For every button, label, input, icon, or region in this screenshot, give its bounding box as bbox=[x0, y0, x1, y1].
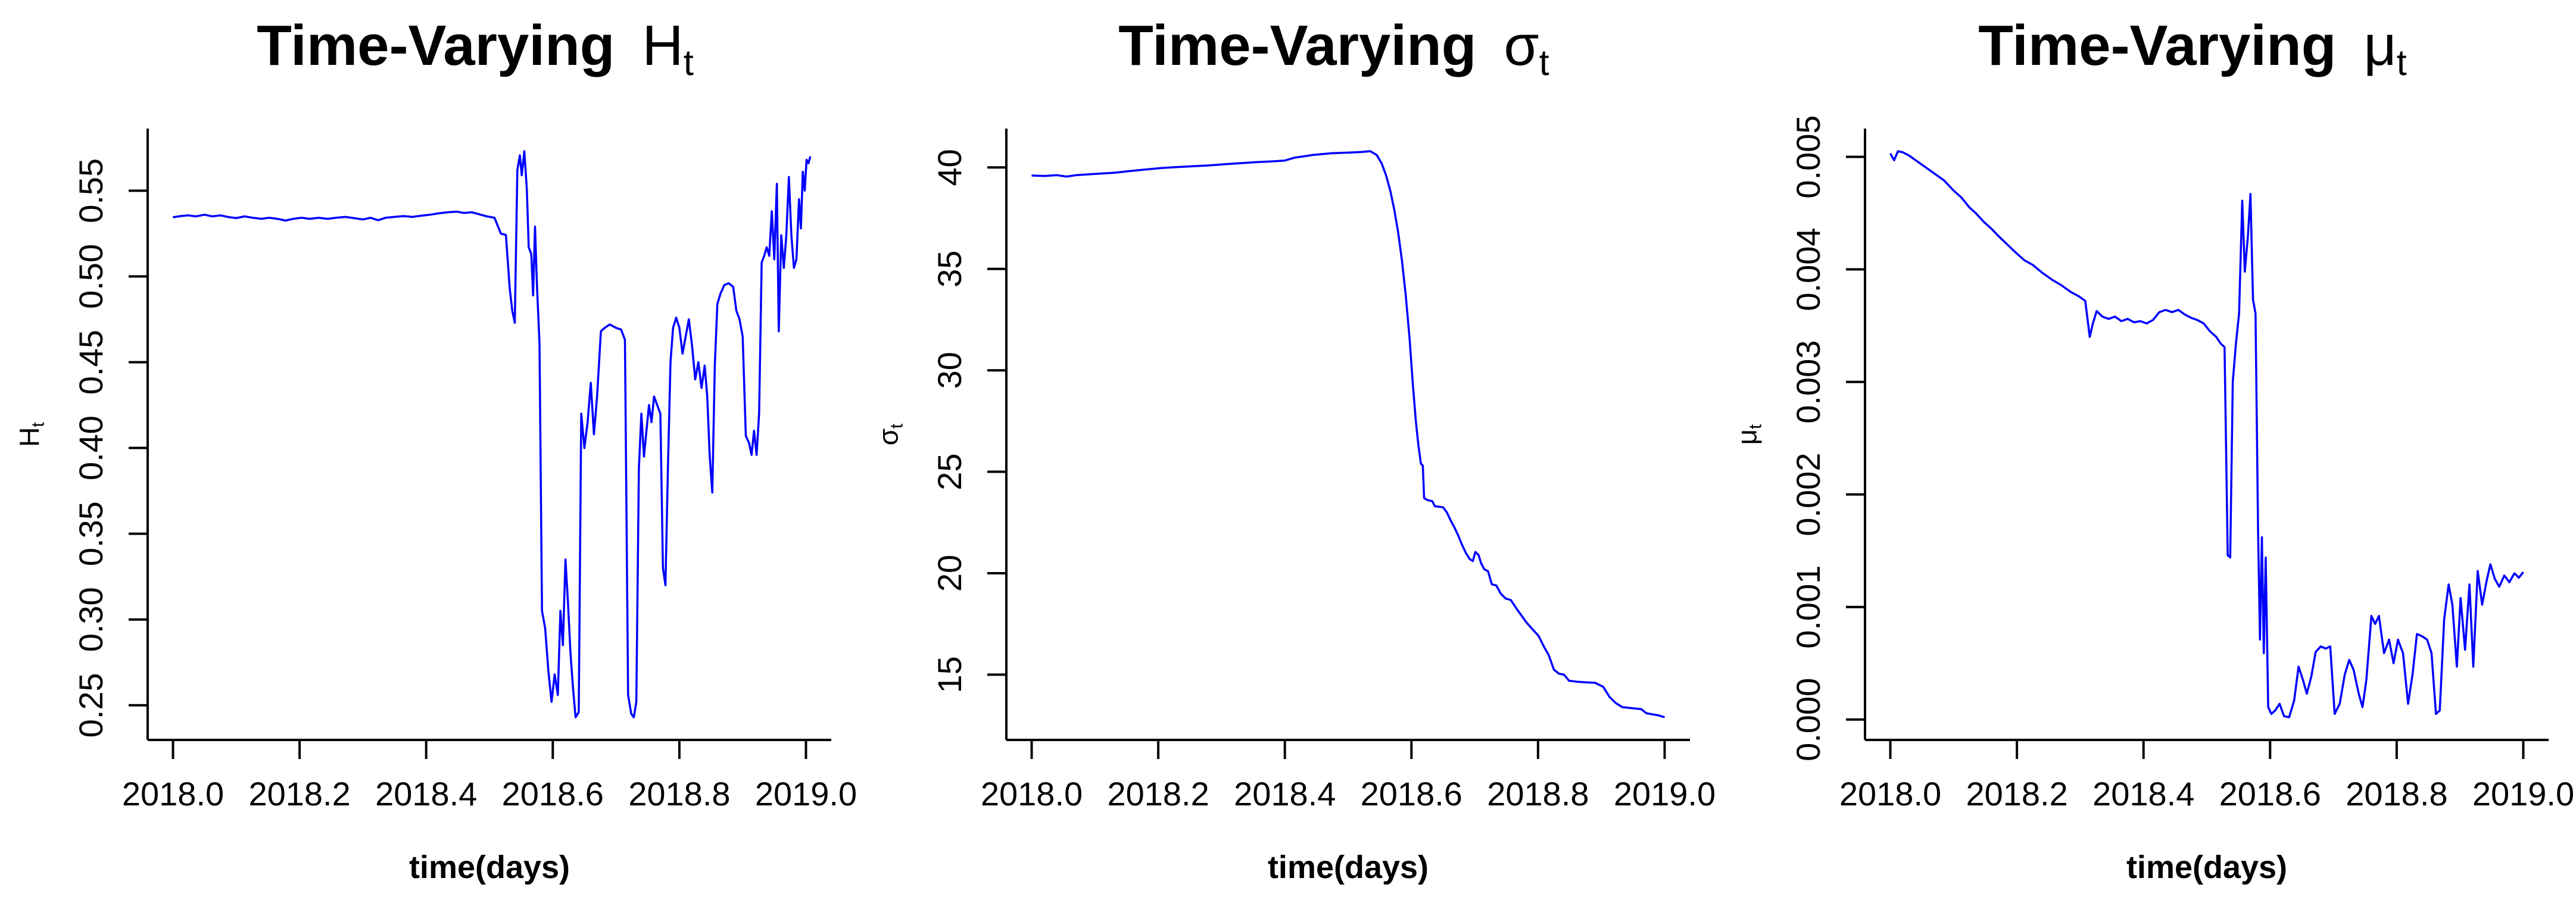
y-tick-label: 35 bbox=[931, 251, 968, 288]
y-tick-label: 0.000 bbox=[1789, 678, 1827, 761]
panel-time-varying-sigma: Time-Varying σt 2018.0 2018.2 2018.4 2018.6 2… bbox=[859, 0, 1717, 906]
panel-time-varying-mu: Time-Varying μt 2018.0 2018.2 2018.4 2018.6 2… bbox=[1717, 0, 2576, 906]
y-tick-label: 0.35 bbox=[72, 501, 110, 566]
y-tick-label: 0.50 bbox=[72, 244, 110, 309]
y-axis-label: σt bbox=[872, 424, 907, 446]
y-axis-label: μt bbox=[1730, 424, 1766, 445]
series-line bbox=[1031, 150, 1666, 718]
x-tick-label: 2019.0 bbox=[2472, 775, 2574, 813]
y-tick-label: 0.30 bbox=[72, 587, 110, 652]
y-axis-label-subscript: t bbox=[887, 423, 907, 429]
x-tick-label: 2018.6 bbox=[502, 775, 604, 813]
y-axis-label-subscript: t bbox=[1745, 424, 1766, 429]
chart-title-symbol: σ bbox=[1504, 14, 1539, 77]
x-tick-label: 2018.4 bbox=[1234, 775, 1336, 813]
y-axis-label-symbol: H bbox=[14, 427, 45, 447]
chart-title-symbol: H bbox=[642, 14, 684, 77]
y-axis-label-symbol: μ bbox=[1731, 429, 1763, 445]
x-tick-label: 2018.2 bbox=[248, 775, 350, 813]
x-tick-label: 2018.0 bbox=[981, 775, 1083, 813]
y-tick-label: 0.001 bbox=[1789, 566, 1827, 649]
chart-title-text: Time-Varying bbox=[1118, 14, 1477, 77]
x-tick-label: 2018.4 bbox=[375, 775, 477, 813]
y-tick-label: 0.45 bbox=[72, 330, 110, 395]
x-axis-label: time(days) bbox=[1267, 849, 1429, 885]
x-tick-label: 2018.8 bbox=[628, 775, 730, 813]
y-tick-label: 0.002 bbox=[1789, 453, 1827, 536]
x-tick-label: 2018.2 bbox=[1107, 775, 1209, 813]
y-tick-label: 25 bbox=[931, 453, 968, 490]
chart-svg-mu: 2018.0 2018.2 2018.4 2018.6 2018.8 2019.0 0.00… bbox=[1789, 115, 2574, 813]
y-tick-label: 0.003 bbox=[1789, 340, 1827, 424]
chart-svg-sigma: 2018.0 2018.2 2018.4 2018.6 2018.8 2019.0 15 20… bbox=[931, 129, 1716, 813]
chart-title: Time-Varying μt bbox=[1836, 14, 2549, 83]
y-tick-label: 0.55 bbox=[72, 158, 110, 223]
y-axis-label: Ht bbox=[13, 422, 48, 446]
chart-title: Time-Varying Ht bbox=[119, 14, 831, 83]
chart-title-text: Time-Varying bbox=[257, 14, 615, 77]
x-tick-label: 2018.0 bbox=[1839, 775, 1941, 813]
y-tick-label: 40 bbox=[931, 149, 968, 186]
x-tick-label: 2019.0 bbox=[1614, 775, 1716, 813]
chart-title: Time-Varying σt bbox=[978, 14, 1690, 83]
y-tick-label: 20 bbox=[931, 555, 968, 592]
chart-svg-ht: 2018.0 2018.2 2018.4 2018.6 2018.8 2019.0 0.25… bbox=[72, 129, 857, 813]
chart-title-subscript: t bbox=[2396, 42, 2407, 84]
y-tick-label: 0.25 bbox=[72, 673, 110, 738]
x-axis-label: time(days) bbox=[2126, 849, 2288, 885]
panel-time-varying-ht: Time-Varying Ht 2018.0 2018.2 2018.4 2018.6 2… bbox=[0, 0, 859, 906]
series-line bbox=[173, 150, 812, 718]
x-tick-label: 2018.8 bbox=[2346, 775, 2447, 813]
y-tick-label: 0.005 bbox=[1789, 115, 1827, 198]
x-tick-label: 2018.6 bbox=[2219, 775, 2321, 813]
chart-title-subscript: t bbox=[1539, 42, 1549, 84]
x-tick-label: 2018.8 bbox=[1487, 775, 1589, 813]
y-axis-label-subscript: t bbox=[28, 422, 48, 427]
y-tick-label: 0.40 bbox=[72, 415, 110, 480]
x-tick-label: 2018.4 bbox=[2092, 775, 2194, 813]
y-tick-label: 0.004 bbox=[1789, 227, 1827, 311]
x-tick-label: 2019.0 bbox=[755, 775, 857, 813]
chart-title-subscript: t bbox=[683, 42, 694, 84]
x-axis-label: time(days) bbox=[408, 849, 570, 885]
x-tick-label: 2018.2 bbox=[1966, 775, 2067, 813]
y-tick-label: 30 bbox=[931, 352, 968, 389]
series-line bbox=[1889, 150, 2524, 718]
y-axis-label-symbol: σ bbox=[872, 428, 904, 446]
x-tick-label: 2018.6 bbox=[1361, 775, 1462, 813]
x-tick-label: 2018.0 bbox=[122, 775, 224, 813]
chart-title-text: Time-Varying bbox=[1978, 14, 2337, 77]
y-tick-label: 15 bbox=[931, 656, 968, 693]
chart-title-symbol: μ bbox=[2363, 14, 2397, 77]
